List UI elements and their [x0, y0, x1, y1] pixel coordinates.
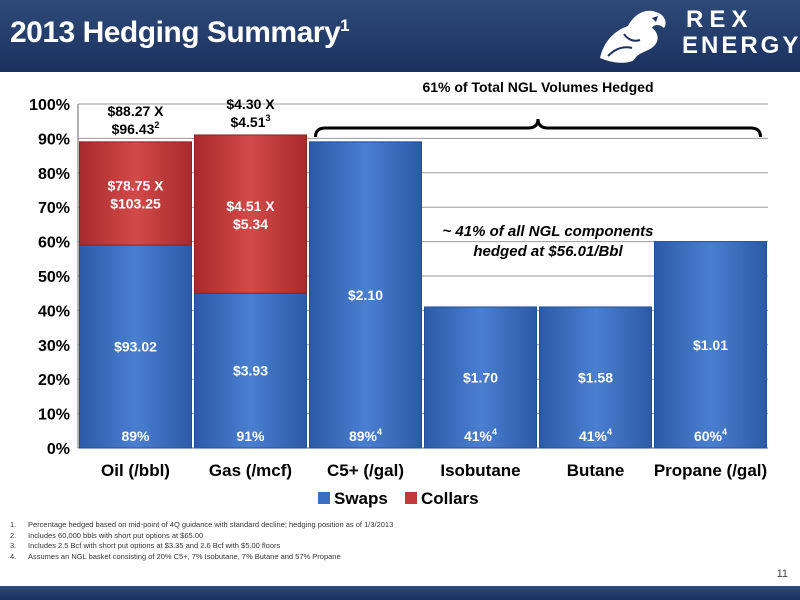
- swaps-bar: [194, 292, 307, 449]
- y-tick-label: 20%: [38, 372, 70, 389]
- footnote-marker: 4: [492, 427, 497, 437]
- footnote-text: Percentage hedged based on mid-point of …: [28, 520, 394, 529]
- collar-price-label: $5.34: [233, 216, 268, 232]
- percent-hedged-label: 91%: [236, 428, 265, 444]
- footnote-3: 3. Includes 2.5 Bcf with short put option…: [10, 541, 610, 552]
- legend-label-collars: Collars: [421, 489, 479, 508]
- footnote-marker: 4: [722, 427, 727, 437]
- dinosaur-icon: [600, 10, 666, 63]
- collar-strike-label: $96.432: [112, 120, 160, 137]
- footnote-2: 2. Includes 60,000 bbls with short put op…: [10, 531, 610, 542]
- hedging-bar-chart: 0% 10% 20% 30% 40% 50% 60% 70% 80% 90% 100% $93.02 8…: [29, 79, 768, 508]
- collar-strike-label: $4.513: [230, 113, 270, 130]
- footnote-marker: 4: [377, 427, 382, 437]
- footnote-text: Assumes an NGL basket consisting of 20% …: [28, 551, 341, 561]
- footnote-text: Includes 2.5 Bcf with short put options …: [28, 541, 281, 550]
- collar-strike-label: $4.30 X: [226, 96, 275, 112]
- swap-price-label: $2.10: [348, 287, 383, 303]
- y-tick-label: 60%: [38, 235, 70, 252]
- swaps-bar: [654, 241, 767, 449]
- footnote-marker: 3: [266, 113, 271, 123]
- footnote-marker: 2: [154, 120, 159, 130]
- y-tick-label: 80%: [38, 166, 70, 183]
- swap-price-label: $1.70: [463, 369, 498, 385]
- y-tick-label: 30%: [38, 338, 70, 355]
- swaps-bar: [79, 244, 192, 449]
- ngl-volume-label: 61% of Total NGL Volumes Hedged: [422, 79, 653, 95]
- swap-price-label: $3.93: [233, 363, 268, 379]
- page-title: 2013 Hedging Summary1: [10, 16, 350, 49]
- footnote-number: 3.: [10, 541, 17, 550]
- y-tick-label: 0%: [47, 441, 70, 458]
- collars-bar: [79, 141, 192, 246]
- header-bar: 2013 Hedging Summary1 REX ENERGY®: [0, 0, 800, 72]
- percent-hedged-label: 60%4: [694, 427, 727, 444]
- logo-text-energy: ENERGY®: [682, 32, 800, 59]
- category-label: Butane: [567, 461, 625, 480]
- footnote-text: Includes 60,000 bbls with short put opti…: [28, 530, 204, 540]
- footnote-marker: 4: [607, 427, 612, 437]
- footnotes: 1. Percentage hedged based on mid-point o…: [10, 520, 610, 562]
- page-number: 11: [776, 568, 788, 580]
- collar-price-label: $4.51 X: [226, 198, 275, 214]
- swaps-bar: [309, 141, 422, 449]
- logo-text-rex: REX: [686, 6, 754, 33]
- y-tick-label: 40%: [38, 303, 70, 320]
- swaps-bar: [424, 306, 537, 449]
- category-label: C5+ (/gal): [327, 461, 404, 480]
- collar-price-label: $103.25: [110, 195, 161, 211]
- percent-hedged-label: 41%4: [464, 427, 497, 444]
- title-footnote-marker: 1: [340, 16, 350, 35]
- percent-hedged-label: 89%: [121, 428, 150, 444]
- category-label: Propane (/gal): [654, 461, 767, 480]
- y-tick-label: 50%: [38, 269, 70, 286]
- ngl-annotation: ~ 41% of all NGL components: [442, 223, 653, 240]
- swap-price-label: $93.02: [114, 339, 157, 355]
- ngl-annotation: hedged at $56.01/Bbl: [473, 243, 623, 260]
- y-tick-label: 90%: [38, 131, 70, 148]
- percent-hedged-label: 41%4: [579, 427, 612, 444]
- percent-hedged-label: 89%4: [349, 427, 382, 444]
- legend-swatch-collars: [405, 492, 417, 504]
- collar-price-label: $78.75 X: [107, 177, 164, 193]
- collars-bar: [194, 134, 307, 294]
- ngl-brace: [314, 118, 762, 138]
- footnote-4: 4. Assumes an NGL basket consisting of 20…: [10, 552, 610, 563]
- swap-price-label: $1.58: [578, 369, 613, 385]
- footer-bar: [0, 586, 800, 600]
- legend-label-swaps: Swaps: [334, 489, 388, 508]
- swaps-bar: [539, 306, 652, 449]
- y-tick-label: 100%: [29, 97, 70, 114]
- footnote-number: 1.: [10, 520, 17, 529]
- legend-swatch-swaps: [318, 492, 330, 504]
- category-label: Isobutane: [440, 461, 520, 480]
- y-tick-label: 10%: [38, 407, 70, 424]
- category-label: Oil (/bbl): [101, 461, 170, 480]
- category-label: Gas (/mcf): [209, 461, 292, 480]
- swap-price-label: $1.01: [693, 337, 728, 353]
- footnote-number: 4.: [10, 551, 17, 561]
- footnote-number: 2.: [10, 530, 17, 540]
- collar-strike-label: $88.27 X: [107, 103, 164, 119]
- footnote-1: 1. Percentage hedged based on mid-point o…: [10, 520, 610, 531]
- rex-energy-logo: REX ENERGY®: [590, 0, 800, 72]
- y-tick-label: 70%: [38, 200, 70, 217]
